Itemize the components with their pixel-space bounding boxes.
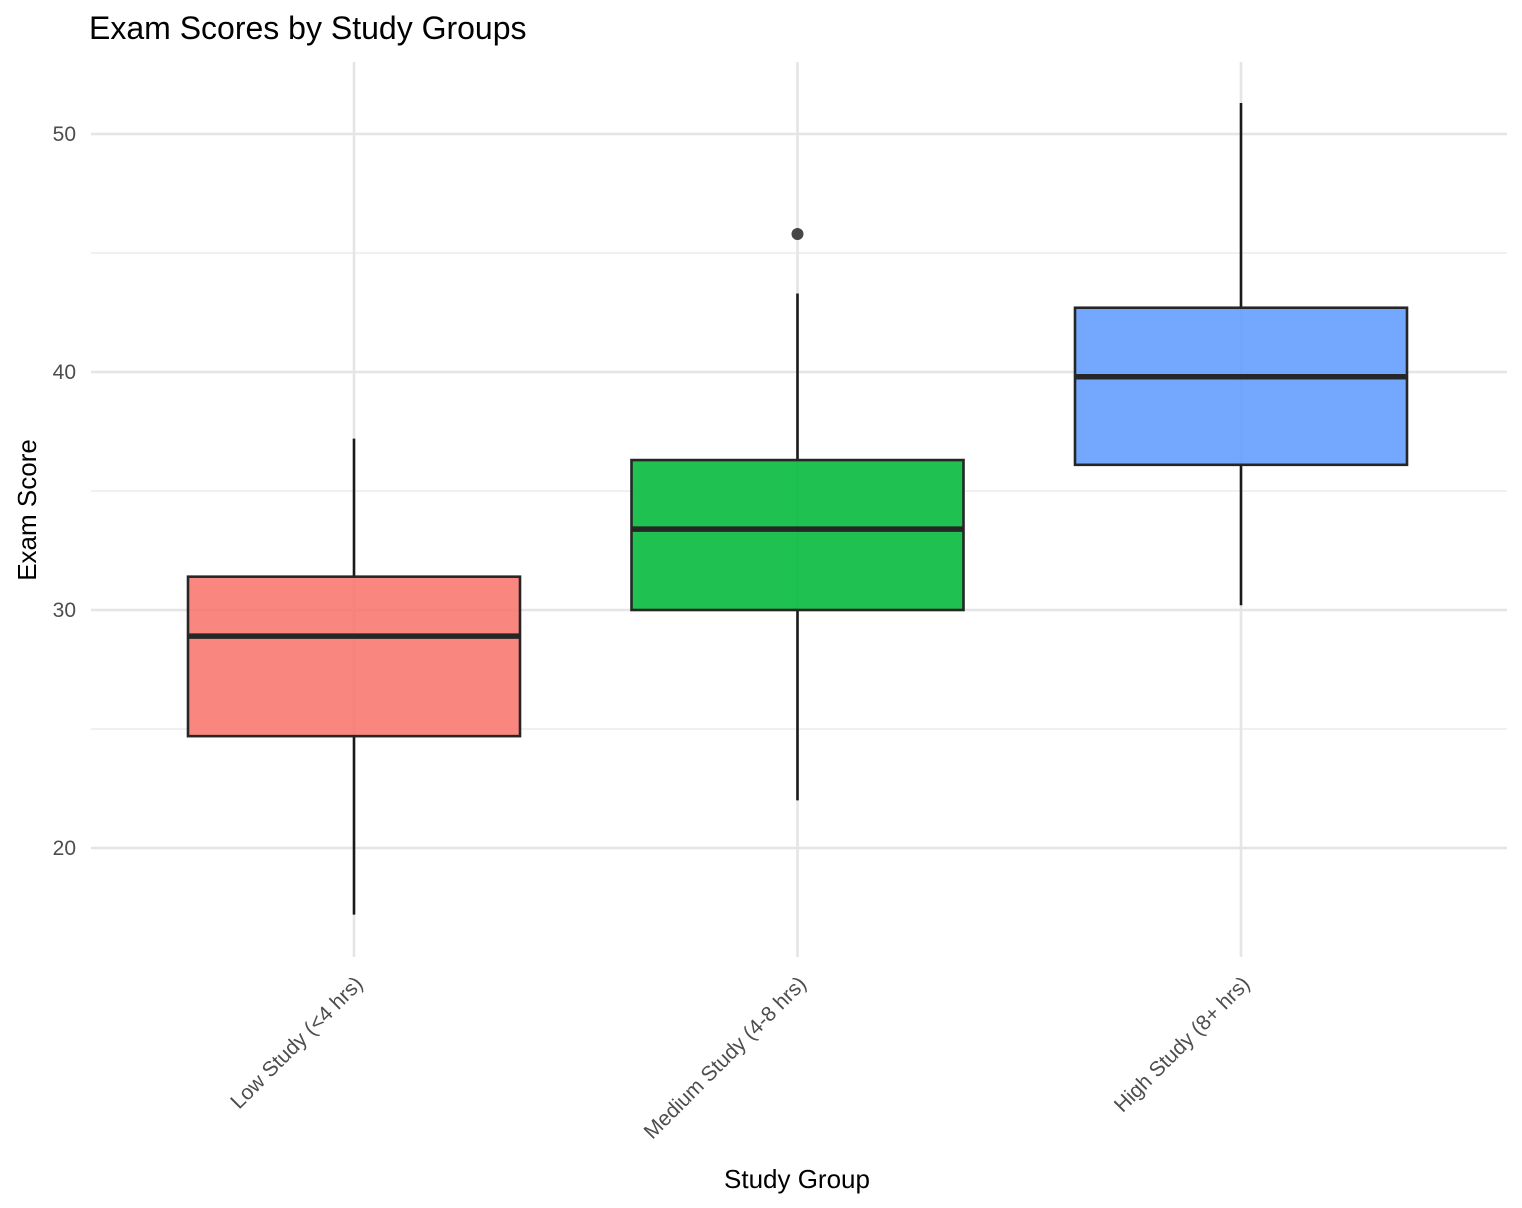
box-iqr (630, 458, 965, 612)
box-layer (186, 103, 1409, 915)
y-tick-label: 20 (53, 837, 76, 860)
y-tick-label: 30 (53, 599, 76, 622)
box-iqr (1073, 306, 1409, 467)
y-tick-label: 50 (53, 123, 76, 146)
y-tick-label: 40 (53, 361, 76, 384)
x-tick-label: High Study (8+ hrs) (1110, 972, 1255, 1117)
x-tick-label: Low Study (<4 hrs) (226, 972, 367, 1113)
y-axis-title: Exam Score (12, 439, 42, 581)
chart-title: Exam Scores by Study Groups (89, 10, 527, 46)
outlier-point (791, 227, 804, 240)
x-axis-title: Study Group (724, 1164, 870, 1194)
x-tick-label: Medium Study (4-8 hrs) (640, 972, 811, 1143)
box-iqr (186, 575, 522, 738)
